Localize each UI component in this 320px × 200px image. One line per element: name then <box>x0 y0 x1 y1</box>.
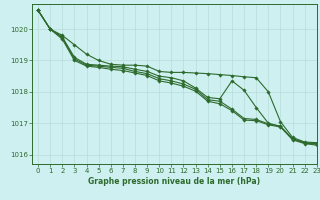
X-axis label: Graphe pression niveau de la mer (hPa): Graphe pression niveau de la mer (hPa) <box>88 177 260 186</box>
